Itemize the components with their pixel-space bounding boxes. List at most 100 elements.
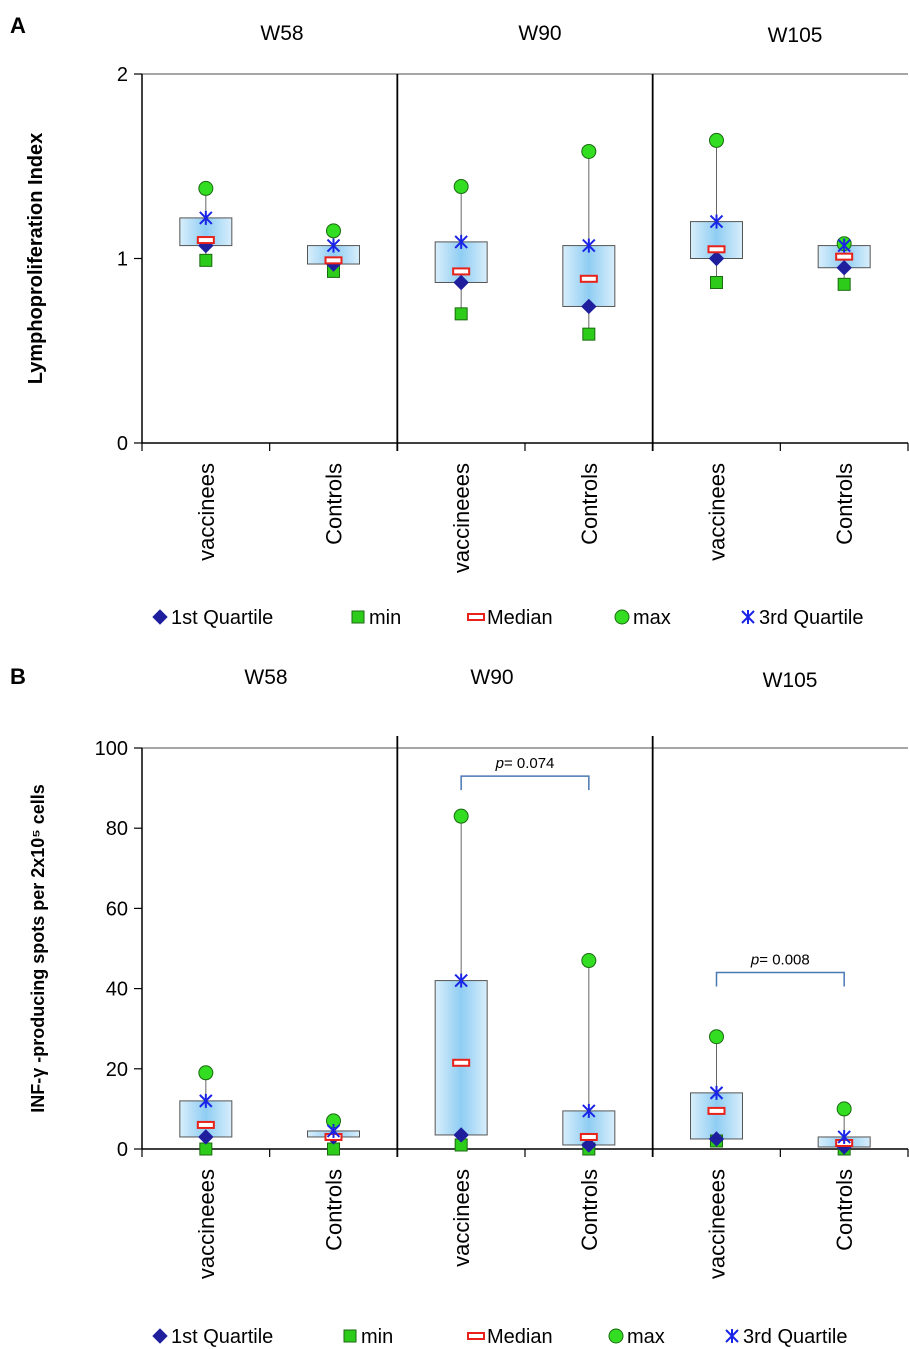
max-marker xyxy=(453,808,469,824)
q1-marker xyxy=(152,1328,168,1344)
legend-item: 1st Quartile xyxy=(152,1326,273,1348)
p-value-symbol: p xyxy=(495,755,504,772)
box-plot xyxy=(690,132,743,289)
legend-label: 1st Quartile xyxy=(171,607,273,629)
y-axis-title: Lymphoproliferation Index xyxy=(25,133,47,385)
panel-letter: B xyxy=(10,664,26,689)
median-marker xyxy=(579,274,598,283)
group-title: W58 xyxy=(244,666,287,689)
q1-marker xyxy=(152,609,168,625)
category-label: Controls xyxy=(577,1169,602,1251)
q1-marker xyxy=(453,1127,469,1143)
legend-label: 3rd Quartile xyxy=(759,607,864,629)
max-marker xyxy=(326,223,341,239)
q1-marker xyxy=(581,1137,597,1153)
max-marker xyxy=(581,953,597,969)
q1-marker xyxy=(708,250,725,267)
max-marker xyxy=(608,1328,624,1344)
box-plot xyxy=(690,1029,743,1148)
box-plot xyxy=(307,1113,360,1156)
median-marker xyxy=(324,256,343,265)
panel-letter: A xyxy=(10,13,26,38)
significance-bracket xyxy=(715,971,845,987)
box-plot xyxy=(817,236,871,291)
median-marker xyxy=(467,1332,485,1340)
q1-marker xyxy=(198,1129,214,1145)
y-tick-label: 60 xyxy=(106,898,128,920)
box-plot xyxy=(562,143,616,341)
median-marker xyxy=(196,1120,215,1129)
y-tick-label: 1 xyxy=(117,249,128,271)
y-tick-label: 0 xyxy=(117,1139,128,1161)
category-label: Controls xyxy=(322,463,347,545)
median-marker xyxy=(452,1058,471,1067)
panel-b: B W58 W90 W105 0 20 40 60 80 100 INF-γ -producing … xyxy=(10,664,909,1348)
category-label: vaccinees xyxy=(194,463,219,561)
max-marker xyxy=(709,132,724,148)
median-marker xyxy=(467,613,485,621)
legend-item: 1st Quartile xyxy=(152,607,273,629)
category-label: Controls xyxy=(832,1169,857,1251)
category-label: Controls xyxy=(322,1169,347,1251)
category-label: vaccineees xyxy=(705,1169,730,1279)
y-tick-label: 40 xyxy=(106,979,128,1001)
box-plot xyxy=(179,180,233,267)
q1-marker xyxy=(581,298,597,315)
y-tick-label: 2 xyxy=(117,64,128,86)
legend-label: max xyxy=(627,1326,665,1348)
p-value-label: p= 0.074 xyxy=(495,755,555,772)
p-value-label: p= 0.008 xyxy=(750,952,810,969)
median-marker xyxy=(452,267,471,276)
max-marker xyxy=(198,180,214,196)
max-marker xyxy=(836,1101,852,1117)
p-value-text: = 0.008 xyxy=(759,952,809,969)
box-plot xyxy=(817,1101,871,1156)
group-title: W105 xyxy=(763,669,818,692)
q1-marker xyxy=(453,274,469,291)
min-marker xyxy=(351,610,365,624)
panel-a: A W58 W90 W105 0 1 2 Lymphoproliferation Index v… xyxy=(10,13,909,629)
legend-item: 3rd Quartile xyxy=(725,1326,848,1348)
p-value-text: = 0.074 xyxy=(504,755,554,772)
min-marker xyxy=(343,1329,357,1343)
box-plot xyxy=(434,808,488,1152)
legend-item: 3rd Quartile xyxy=(741,607,864,629)
box-plot xyxy=(562,953,616,1156)
y-tick-label: 0 xyxy=(117,433,128,455)
legend-label: Median xyxy=(487,607,553,629)
legend-item: Median xyxy=(467,1326,553,1348)
median-marker xyxy=(707,1106,726,1115)
category-label: vaccinees xyxy=(705,463,730,561)
legend-item: min xyxy=(343,1326,393,1348)
median-marker xyxy=(196,236,215,245)
box-plot xyxy=(179,1065,233,1156)
group-title: W58 xyxy=(260,22,303,45)
group-title: W105 xyxy=(768,24,823,47)
category-label: vaccineees xyxy=(194,1169,219,1279)
legend-item: Median xyxy=(467,607,553,629)
min-marker xyxy=(837,277,851,291)
min-marker xyxy=(199,1142,213,1156)
median-marker xyxy=(579,1132,598,1141)
box-plot xyxy=(307,223,360,278)
max-marker xyxy=(709,1029,724,1045)
y-tick-label: 80 xyxy=(106,818,128,840)
box xyxy=(434,980,488,1136)
q1-marker xyxy=(708,1131,725,1147)
max-marker xyxy=(614,609,630,625)
median-marker xyxy=(707,245,726,254)
max-marker xyxy=(453,179,469,195)
legend-item: max xyxy=(614,607,671,629)
category-label: vaccinees xyxy=(449,1169,474,1267)
max-marker xyxy=(581,143,597,159)
median-marker xyxy=(835,252,854,261)
legend-label: 1st Quartile xyxy=(171,1326,273,1348)
significance-bracket xyxy=(460,775,590,791)
p-value-symbol: p xyxy=(750,952,759,969)
y-tick-label: 100 xyxy=(95,738,128,760)
max-marker xyxy=(198,1065,214,1081)
q1-marker xyxy=(836,260,852,276)
y-tick-label: 20 xyxy=(106,1059,128,1081)
min-marker xyxy=(710,275,723,289)
